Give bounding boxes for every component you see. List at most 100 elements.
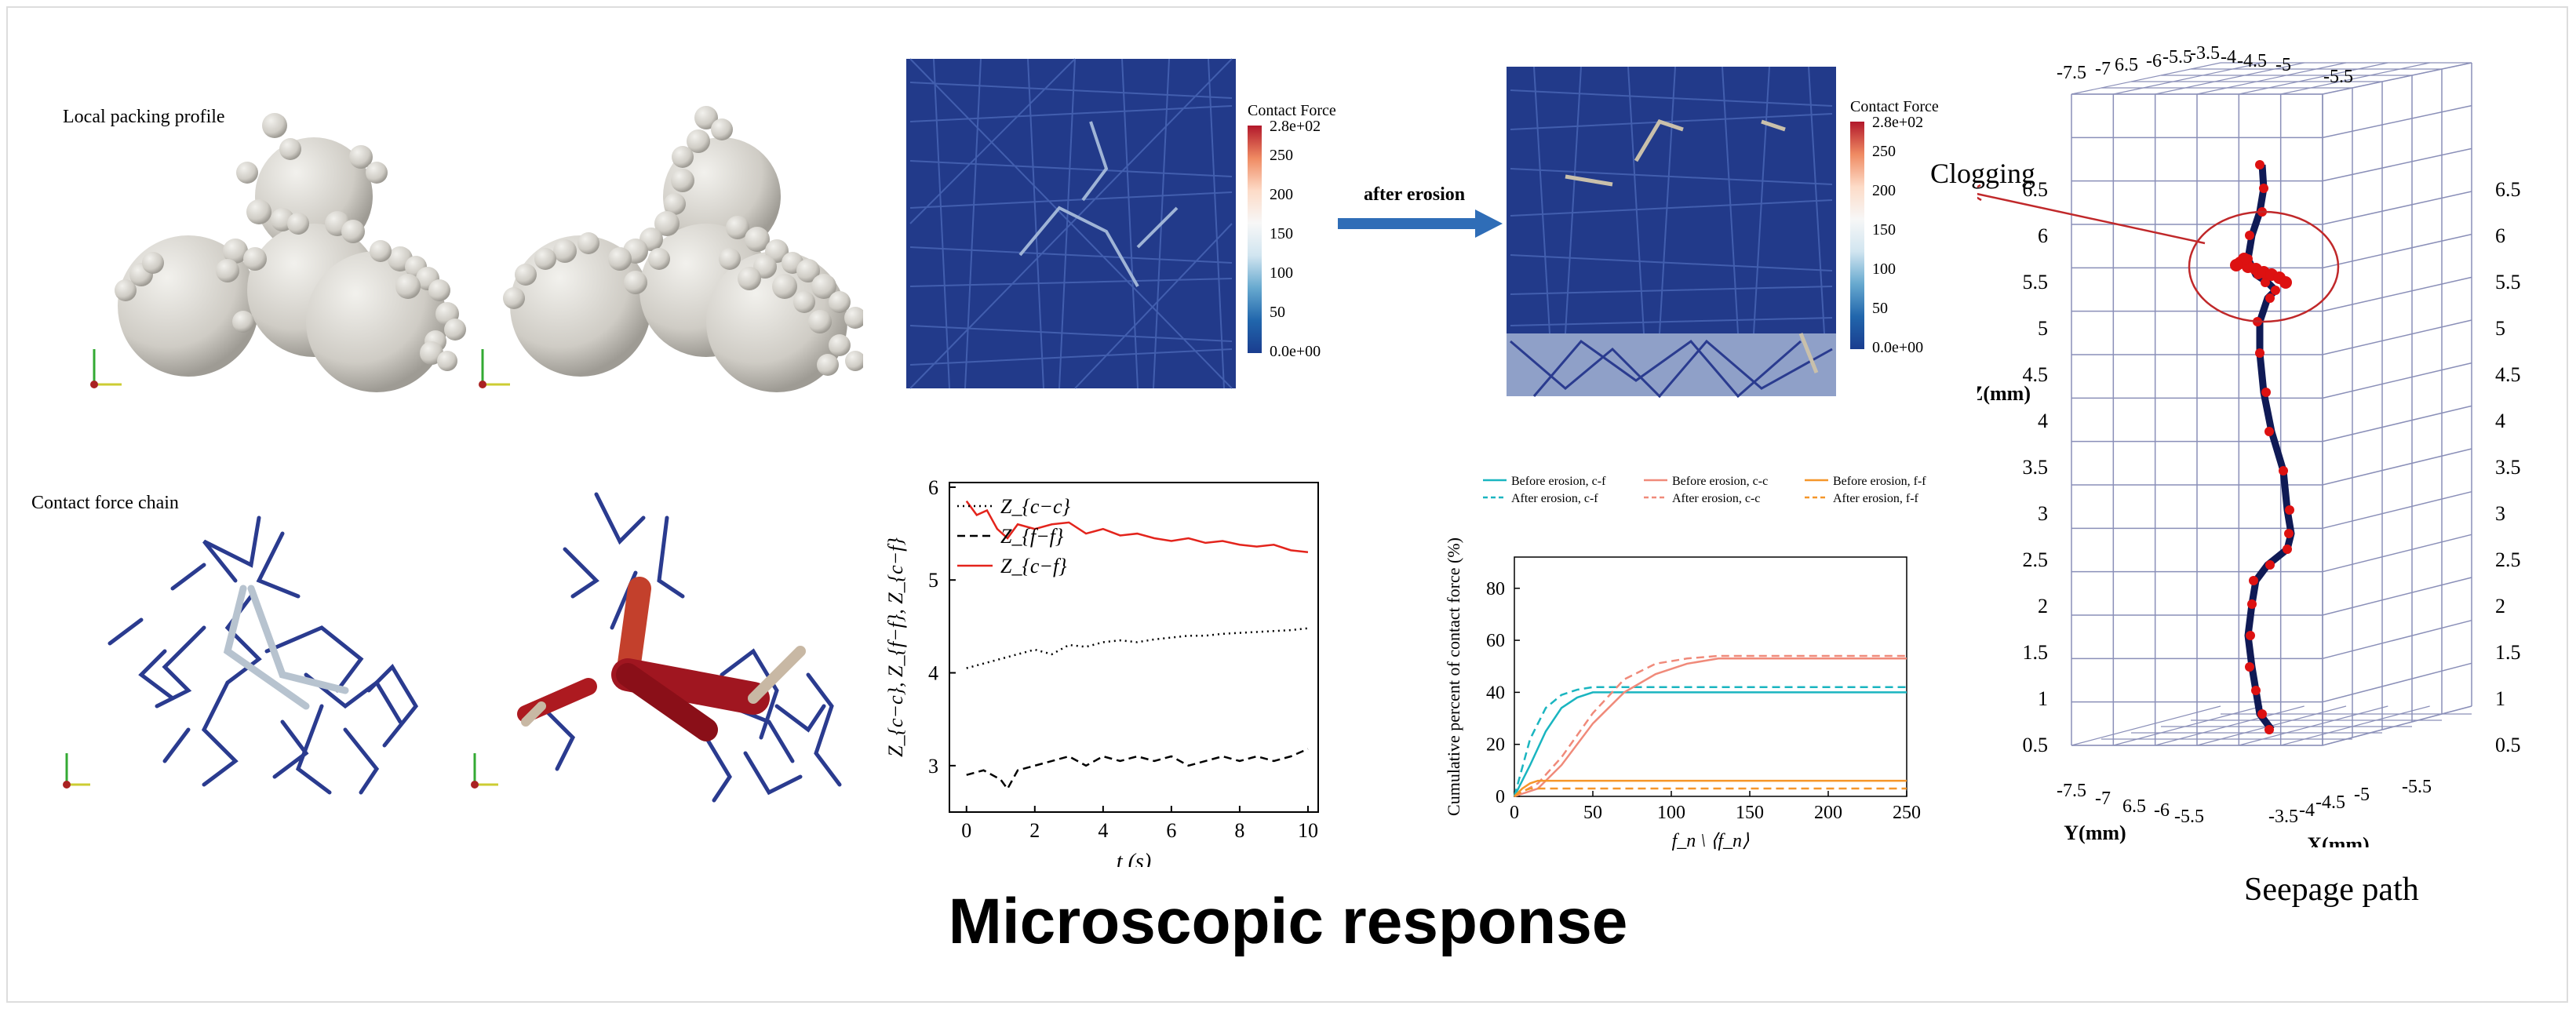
bottom-tick-label: -7.5 — [2057, 781, 2086, 801]
grid-line — [2155, 705, 2305, 746]
z-tick-label: 1.5 — [2023, 641, 2049, 664]
path-particle — [2265, 560, 2275, 570]
path-particle — [2257, 709, 2267, 719]
force-network-before — [906, 58, 1236, 389]
x-tick-label: 0 — [1510, 803, 1519, 823]
z-tick-label: 3.5 — [2495, 456, 2521, 479]
x-axis-label: f_n \ ⟨f_n⟩ — [1672, 831, 1750, 851]
cb-tick: 200 — [1270, 186, 1293, 203]
top-tick-label: -5 — [2275, 55, 2291, 75]
z-tick-label: 6.5 — [2495, 178, 2521, 201]
top-tick-label: -7.5 — [2057, 63, 2086, 83]
z-tick-label: 0.5 — [2023, 734, 2049, 756]
z-tick-label: 6 — [2495, 224, 2505, 247]
grid-line — [2239, 62, 2388, 95]
grid-line — [2322, 233, 2472, 269]
force-chain-drawing — [63, 492, 842, 803]
z-axis-label: Z(mm) — [1977, 382, 2031, 405]
path-particle — [2255, 160, 2264, 169]
x-tick-label: 6 — [1166, 819, 1176, 842]
chain-before — [107, 515, 419, 795]
top-tick-label: -3.5 — [2190, 43, 2220, 64]
chain-after — [517, 492, 842, 803]
z-tick-label: 6 — [2038, 224, 2048, 247]
cb-tick: 250 — [1872, 143, 1896, 160]
cb-tick: 2.8e+02 — [1872, 114, 1924, 131]
x-tick-label: 50 — [1583, 803, 1602, 823]
path-particle — [2259, 184, 2268, 193]
top-tick-label: -4.5 — [2237, 51, 2267, 71]
y-tick-label: 3 — [928, 755, 938, 778]
path-particle — [2246, 631, 2255, 640]
network-mesh — [909, 58, 1233, 389]
y-tick-label: 80 — [1486, 579, 1505, 599]
bottom-tick-label: -5.5 — [2174, 807, 2204, 827]
series-line — [1513, 686, 1907, 797]
path-particle — [2261, 388, 2271, 397]
grid-line — [2155, 62, 2305, 95]
grid-line — [2196, 62, 2347, 95]
cb-tick: 50 — [1872, 300, 1888, 317]
axes-triad-icon-3 — [63, 753, 90, 789]
z-tick-label: 0.5 — [2495, 734, 2521, 756]
colorbar-title: Contact Force — [1248, 102, 1336, 119]
z-tick-label: 3.5 — [2023, 456, 2049, 479]
bottom-tick-label: -4 — [2299, 800, 2315, 821]
clogging-arrow — [1977, 192, 2206, 245]
grid-line — [2071, 705, 2221, 746]
cb-tick: 150 — [1872, 221, 1896, 239]
series-line — [1513, 691, 1907, 797]
y-axis-label: Z_{c−c}, Z_{f−f}, Z_{c−f} — [884, 537, 907, 757]
clog-particle — [2230, 259, 2243, 271]
local-packing-label: Local packing profile — [63, 107, 225, 127]
cumulative-force-chart: 0 50 100 150 200 250 0 20 40 60 80 f_n \ ⟨f_n⟩ Cumul… — [1444, 475, 1926, 851]
legend-label: Before erosion, f-f — [1833, 475, 1926, 488]
chain-before-strong — [223, 585, 349, 710]
path-particle — [2245, 662, 2254, 672]
packing-cluster-before — [115, 113, 466, 392]
top-tick-label: -5.5 — [2162, 47, 2192, 67]
top-tick-label: -6 — [2146, 51, 2162, 71]
y-tick-label: 0 — [1496, 787, 1505, 807]
grid-line — [2322, 362, 2472, 399]
network-strong-chains — [1018, 121, 1179, 287]
packing-cluster-after — [503, 106, 863, 392]
grid-line — [2322, 448, 2472, 486]
series-line — [966, 748, 1309, 791]
path-particle — [2251, 686, 2261, 695]
cb-tick: 100 — [1270, 264, 1293, 282]
x-tick-label: 8 — [1234, 819, 1244, 842]
cb-tick: 0.0e+00 — [1872, 339, 1924, 356]
cb-tick: 200 — [1872, 182, 1896, 199]
y-axis-label: Cumulative percent of contact force (%) — [1444, 537, 1463, 816]
grid-line — [2322, 490, 2472, 530]
x-tick-label: 150 — [1736, 803, 1764, 823]
z-tick-label: 1 — [2038, 687, 2048, 710]
z-tick-label: 6.5 — [2023, 178, 2049, 201]
series-line — [966, 627, 1309, 669]
path-particle — [2265, 293, 2275, 303]
force-network-after — [1507, 66, 1836, 399]
grid-line — [2280, 62, 2430, 95]
path-particle — [2264, 427, 2274, 436]
path-particle — [2245, 231, 2254, 240]
cb-tick: 0.0e+00 — [1270, 343, 1321, 360]
x-tick-label: 250 — [1893, 803, 1921, 823]
legend-label: After erosion, f-f — [1833, 492, 1919, 505]
bottom-tick-label: 6.5 — [2122, 796, 2146, 817]
path-particle — [2261, 278, 2270, 287]
z-tick-label: 5.5 — [2023, 271, 2049, 293]
seepage-path-line — [2244, 164, 2295, 732]
z-tick-label: 4 — [2038, 410, 2048, 432]
clog-particle — [2279, 276, 2292, 289]
grid-line — [2113, 705, 2263, 746]
series-line — [1514, 657, 1907, 798]
plot-frame — [1514, 556, 1907, 797]
y-tick-label: 60 — [1486, 631, 1505, 651]
bottom-tick-label: -6 — [2154, 800, 2170, 821]
z-tick-label: 2 — [2495, 595, 2505, 617]
after-erosion-label: after erosion — [1364, 184, 1466, 205]
cb-tick: 150 — [1270, 225, 1293, 242]
grid-line — [2322, 577, 2472, 616]
y-tick-label: 4 — [928, 662, 938, 685]
